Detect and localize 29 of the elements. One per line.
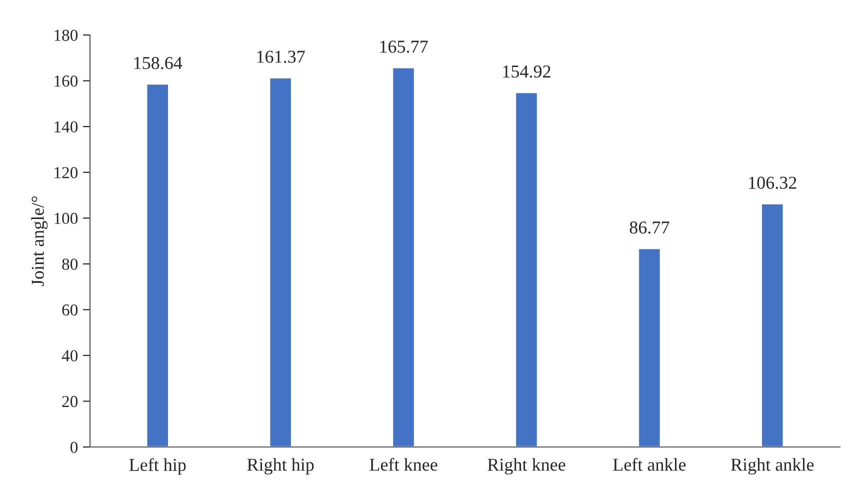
data-label: 106.32 <box>749 176 796 189</box>
y-tick-label: 0 <box>70 442 78 453</box>
x-tick-label: Right ankle <box>731 458 814 475</box>
y-tick-label: 120 <box>54 167 78 178</box>
x-tick-label: Left ankle <box>613 458 686 471</box>
y-tick-label: 160 <box>54 75 78 87</box>
y-tick-label: 80 <box>62 258 78 270</box>
data-label: 158.64 <box>134 56 182 70</box>
y-tick-label: 180 <box>54 30 78 41</box>
y-tick-label: 40 <box>62 350 78 362</box>
x-tick-label: Left hip <box>129 458 186 475</box>
data-label: 154.92 <box>503 65 550 78</box>
bar <box>514 92 538 447</box>
x-tick-label: Left knee <box>370 458 438 471</box>
bar <box>392 66 416 447</box>
y-tick-label: 140 <box>54 121 78 132</box>
y-tick-label: 60 <box>62 304 78 316</box>
y-axis-title: Joint angle/° <box>31 196 48 286</box>
bar <box>638 248 662 447</box>
data-label: 86.77 <box>630 221 670 234</box>
bar <box>146 83 170 447</box>
bar <box>268 76 292 447</box>
data-label: 161.37 <box>257 50 305 63</box>
bar <box>760 202 784 447</box>
y-tick-label: 100 <box>54 212 78 224</box>
data-label: 165.77 <box>380 40 428 53</box>
y-tick-label: 20 <box>62 396 78 408</box>
x-tick-label: Right hip <box>247 458 314 475</box>
x-tick-label: Right knee <box>488 458 566 475</box>
